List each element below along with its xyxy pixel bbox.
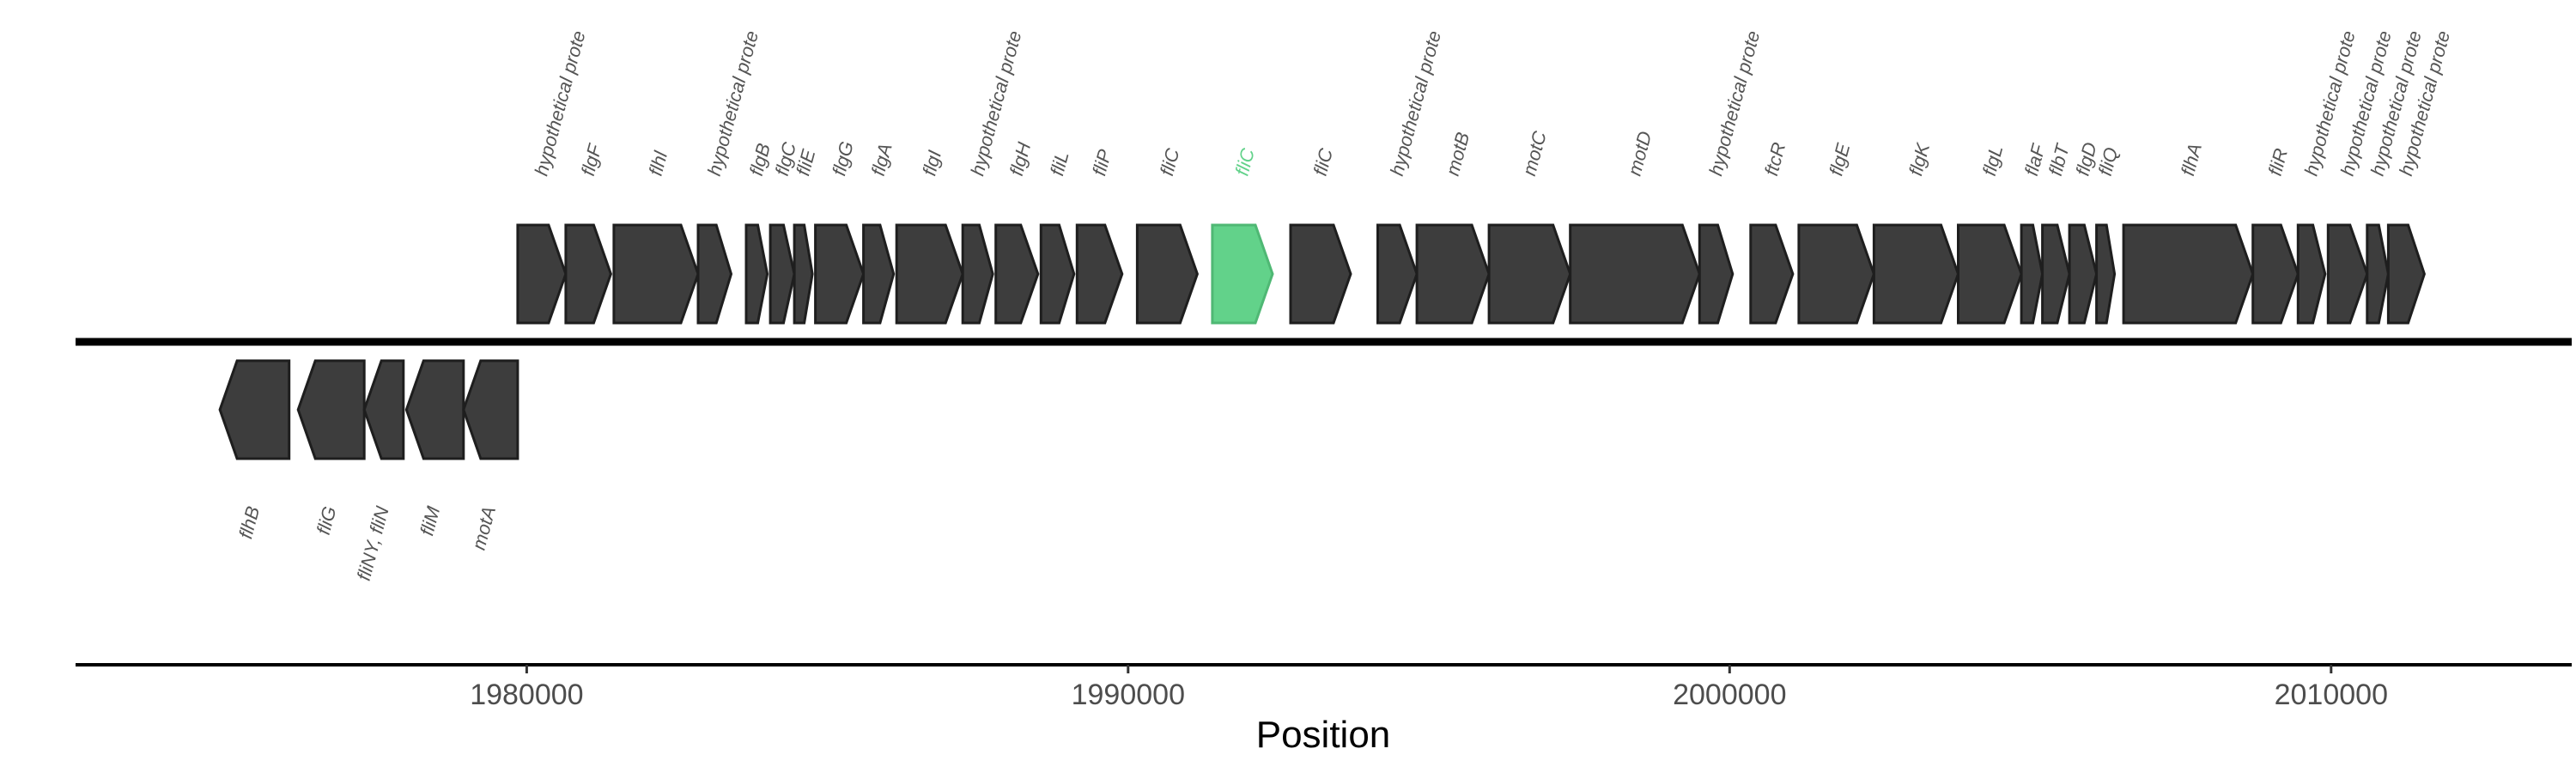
gene-label-28: ftcR <box>1760 140 1789 178</box>
x-axis-ticks: 1980000 1990000 2000000 2010000 <box>470 665 2388 711</box>
gene-arrow-3 <box>362 359 405 460</box>
x-tick-label-4: 2010000 <box>2275 679 2388 711</box>
gene-arrow-36 <box>2122 223 2255 325</box>
gene-arrow-18 <box>1039 223 1076 325</box>
gene-arrow-23 <box>1376 223 1419 325</box>
gene-label-31: flgL <box>1978 143 2007 179</box>
gene-arrow-5 <box>462 359 519 460</box>
gene-label-13: flgG <box>828 139 858 178</box>
gene-arrow-27 <box>1698 223 1735 325</box>
gene-arrow-32 <box>2020 223 2044 325</box>
gene-arrow-17 <box>994 223 1040 325</box>
gene-label-2: fliG <box>313 504 341 537</box>
gene-label-33: flbT <box>2044 141 2074 178</box>
gene-arrow-31 <box>1957 223 2023 325</box>
gene-label-23: hypothetical prote <box>1386 28 1445 178</box>
gene-arrow-7 <box>564 223 612 325</box>
gene-label-8: flhl <box>645 149 672 179</box>
gene-arrow-37 <box>2251 223 2300 325</box>
gene-label-37: fliR <box>2264 146 2292 178</box>
gene-label-36: flhA <box>2177 141 2206 178</box>
gene-arrow-40 <box>2366 223 2390 325</box>
gene-label-27: hypothetical prote <box>1704 28 1764 178</box>
gene-label-29: flgE <box>1825 141 1854 178</box>
gene-arrow-39 <box>2326 223 2369 325</box>
gene-arrow-4 <box>404 359 465 460</box>
gene-arrow-20 <box>1135 223 1199 325</box>
gene-arrow-28 <box>1749 223 1795 325</box>
gene-label-19: fliP <box>1088 147 1115 178</box>
x-axis-title: Position <box>1256 714 1391 756</box>
gene-arrow-10 <box>744 223 769 325</box>
gene-arrow-19 <box>1075 223 1124 325</box>
gene-label-21: fliC <box>1231 146 1259 178</box>
x-tick-label-2: 1990000 <box>1072 679 1185 711</box>
gene-label-24: motB <box>1442 130 1473 178</box>
gene-label-7: flgF <box>577 141 606 178</box>
gene-arrow-8 <box>612 223 700 325</box>
gene-arrow-26 <box>1569 223 1701 325</box>
gene-arrow-25 <box>1487 223 1572 325</box>
gene-arrow-6 <box>516 223 568 325</box>
gene-label-22: fliC <box>1309 146 1337 178</box>
gene-arrow-29 <box>1797 223 1875 325</box>
gene-label-5: motA <box>468 504 500 552</box>
gene-arrow-33 <box>2041 223 2071 325</box>
gene-arrow-35 <box>2095 223 2117 325</box>
gene-arrow-14 <box>862 223 896 325</box>
gene-label-30: flgK <box>1905 140 1934 178</box>
gene-label-3: fliNY, fliN <box>353 504 393 583</box>
x-tick-label-3: 2000000 <box>1673 679 1786 711</box>
gene-label-15: flgI <box>918 148 945 178</box>
gene-arrow-41 <box>2386 223 2426 325</box>
x-tick-label-1: 1980000 <box>470 679 583 711</box>
gene-label-18: fliL <box>1046 149 1072 179</box>
gene-arrow-16 <box>961 223 994 325</box>
gene-arrow-22 <box>1289 223 1352 325</box>
gene-arrow-24 <box>1415 223 1491 325</box>
gene-arrow-34 <box>2068 223 2099 325</box>
gene-label-20: fliC <box>1156 146 1183 178</box>
gene-label-14: flgA <box>867 141 896 178</box>
gene-arrow-9 <box>696 223 733 325</box>
gene-arrow-38 <box>2296 223 2327 325</box>
gene-label-4: fliM <box>416 503 444 538</box>
gene-label-17: flgH <box>1005 140 1035 178</box>
gene-arrow-15 <box>895 223 964 325</box>
gene-label-26: motD <box>1624 129 1656 178</box>
gene-arrow-12 <box>793 223 814 325</box>
gene-arrow-11 <box>769 223 796 325</box>
gene-arrow-2 <box>296 359 366 460</box>
gene-label-25: motC <box>1518 129 1551 178</box>
gene-arrow-21 <box>1211 223 1274 325</box>
gene-arrow-30 <box>1872 223 1960 325</box>
gene-arrow-13 <box>814 223 866 325</box>
gene-label-1: flhB <box>234 504 264 541</box>
genes-layer <box>218 223 2426 460</box>
gene-arrow-1 <box>218 359 291 460</box>
